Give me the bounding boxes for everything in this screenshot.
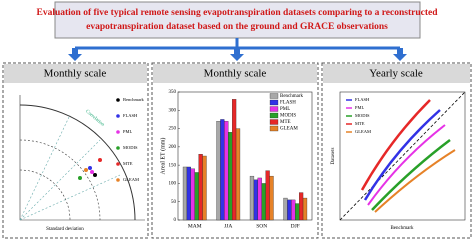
bar bbox=[283, 197, 288, 221]
legend-label: Benchmark bbox=[280, 94, 304, 99]
y-tick-label: 100 bbox=[169, 182, 177, 187]
axis-label: Datasets bbox=[331, 147, 336, 164]
legend-swatch bbox=[269, 112, 279, 119]
bar bbox=[194, 172, 199, 221]
axis-label: Benchmark bbox=[390, 226, 414, 231]
bar bbox=[287, 199, 292, 221]
plot-frame bbox=[177, 91, 313, 221]
title: Evaluation of five typical remote sensin… bbox=[37, 8, 439, 18]
x-tick-label: JJA bbox=[224, 223, 232, 229]
legend: Benchmark FLASH PML MODIS MTE GLEAM bbox=[116, 97, 144, 182]
bar bbox=[216, 121, 221, 221]
legend-label: FLASH bbox=[280, 101, 296, 106]
bar bbox=[299, 192, 304, 221]
bar bbox=[232, 99, 237, 221]
legend-label: MODIS bbox=[280, 114, 296, 119]
title-box bbox=[54, 1, 421, 39]
bar bbox=[235, 128, 241, 221]
bar bbox=[295, 203, 300, 221]
bar bbox=[253, 179, 258, 221]
bar bbox=[257, 177, 262, 221]
legend-label: MTE bbox=[355, 121, 365, 126]
y-tick-label: 50 bbox=[171, 200, 177, 205]
legend-marker bbox=[116, 114, 120, 118]
bar bbox=[182, 166, 188, 221]
y-tick-label: 200 bbox=[169, 145, 177, 150]
panel-title: Monthly scale bbox=[204, 68, 267, 80]
panel-frames bbox=[2, 62, 472, 239]
x-tick-label: SON bbox=[256, 223, 267, 229]
bar bbox=[198, 154, 203, 221]
legend-label: GLEAM bbox=[280, 127, 298, 132]
legend-marker bbox=[116, 98, 120, 102]
bar bbox=[302, 197, 308, 221]
panel-title: Monthly scale bbox=[44, 68, 107, 80]
panel-headers bbox=[4, 64, 470, 83]
bar bbox=[190, 168, 195, 221]
axis-label: Correlation bbox=[84, 109, 105, 128]
legend-label: GLEAM bbox=[123, 177, 139, 182]
arrows bbox=[68, 38, 407, 61]
y-tick-label: 350 bbox=[169, 90, 177, 95]
bar bbox=[220, 119, 225, 221]
legend-swatch bbox=[269, 93, 279, 99]
bar bbox=[202, 155, 207, 221]
bar bbox=[228, 132, 233, 221]
bar bbox=[265, 170, 270, 221]
taylor-grid bbox=[19, 95, 145, 221]
bar bbox=[224, 121, 229, 221]
bar bbox=[261, 183, 266, 221]
bar-chart: 0 50 100 150 200 250 300 350 Areal ET (mm) MAM JJA… bbox=[159, 90, 313, 229]
scatter-frame bbox=[339, 91, 466, 221]
legend-label: FLASH bbox=[355, 97, 370, 102]
y-tick-label: 300 bbox=[169, 108, 177, 113]
legend-label: FLASH bbox=[123, 113, 138, 118]
y-tick-label: 250 bbox=[169, 127, 177, 132]
legend-label: GLEAM bbox=[355, 129, 371, 134]
bar bbox=[269, 175, 274, 221]
legend-label: MTE bbox=[280, 120, 291, 125]
legend-label: PML bbox=[355, 105, 365, 110]
legend-label: MODIS bbox=[355, 113, 370, 118]
legend-marker bbox=[116, 178, 120, 182]
graphical-abstract: Evaluation of five typical remote sensin… bbox=[2, 1, 472, 239]
legend-label: MODIS bbox=[123, 145, 138, 150]
legend-marker bbox=[116, 162, 120, 166]
legend-label: PML bbox=[123, 129, 133, 134]
y-tick-label: 150 bbox=[169, 163, 177, 168]
legend-swatch bbox=[269, 99, 279, 106]
legend-swatch bbox=[269, 119, 279, 125]
x-tick-label: DJF bbox=[291, 223, 300, 229]
legend-swatch bbox=[269, 106, 279, 112]
bar bbox=[186, 166, 191, 221]
legend-marker bbox=[116, 146, 120, 150]
bar bbox=[249, 175, 255, 221]
y-axis-label: Areal ET (mm) bbox=[159, 138, 166, 175]
x-tick-label: MAM bbox=[188, 223, 202, 229]
legend-label: PML bbox=[280, 107, 290, 112]
legend-label: Benchmark bbox=[123, 97, 144, 102]
legend-label: MTE bbox=[123, 161, 133, 166]
bar bbox=[291, 199, 296, 221]
title: evapotranspiration dataset based on the … bbox=[86, 22, 388, 32]
taylor-points bbox=[78, 158, 102, 180]
y-tick-label: 0 bbox=[174, 218, 177, 223]
legend-marker bbox=[116, 130, 120, 134]
legend-swatch bbox=[269, 125, 279, 132]
panel-title: Yearly scale bbox=[369, 68, 423, 80]
axis-label: Standard deviation bbox=[46, 227, 84, 232]
legend: FLASH PML MODIS MTE GLEAM bbox=[346, 97, 371, 134]
